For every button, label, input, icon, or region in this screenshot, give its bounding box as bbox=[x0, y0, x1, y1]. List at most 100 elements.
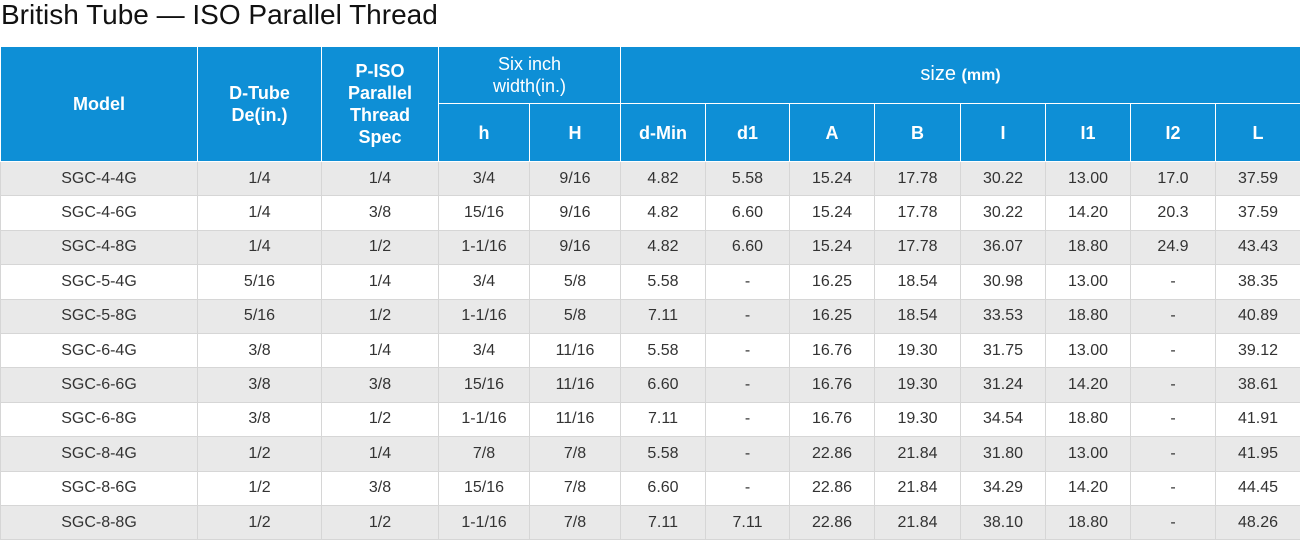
table-cell: 15/16 bbox=[438, 195, 530, 231]
table-cell: 14.20 bbox=[1045, 470, 1131, 506]
table-cell: 30.22 bbox=[960, 160, 1046, 197]
table-cell: 48.26 bbox=[1215, 504, 1300, 540]
table-cell: 17.78 bbox=[874, 195, 961, 231]
table-cell: 5.58 bbox=[620, 264, 706, 300]
table-cell: - bbox=[705, 470, 790, 506]
table-cell: 4.82 bbox=[620, 229, 706, 266]
table-cell: 18.80 bbox=[1045, 401, 1131, 438]
table-cell: 13.00 bbox=[1045, 160, 1131, 197]
table-cell: 7/8 bbox=[529, 470, 621, 506]
table-cell: 11/16 bbox=[529, 401, 621, 438]
table-row: SGC-5-8G 5/16 1/2 1-1/16 5/8 7.11-16.25 18.54 3… bbox=[0, 298, 1300, 334]
table-cell: 16.25 bbox=[789, 298, 875, 334]
table-cell: 14.20 bbox=[1045, 367, 1131, 403]
table-body: SGC-4-4G 1/4 1/4 3/4 9/16 4.82 5.58 15.24 17.78 3… bbox=[0, 160, 1300, 540]
table-cell: 22.86 bbox=[789, 470, 875, 506]
header-cell: Model bbox=[0, 46, 198, 162]
table-cell: 38.61 bbox=[1215, 367, 1300, 403]
table-cell: 20.3 bbox=[1130, 195, 1216, 231]
table-cell: 5/16 bbox=[197, 264, 322, 300]
table-cell: 3/8 bbox=[197, 332, 322, 369]
table-cell: SGC-8-6G bbox=[0, 470, 198, 506]
header-cell: A bbox=[789, 103, 875, 162]
table-cell: 7.11 bbox=[620, 401, 706, 438]
table-cell: 17.0 bbox=[1130, 160, 1216, 197]
table-cell: 9/16 bbox=[529, 160, 621, 197]
table-cell: 1/2 bbox=[197, 436, 322, 472]
header-unit: (mm) bbox=[961, 67, 1001, 84]
table-cell: 30.98 bbox=[960, 264, 1046, 300]
table-cell: 19.30 bbox=[874, 332, 961, 369]
table-row: SGC-6-8G 3/8 1/2 1-1/16 11/16 7.11-16.76 19.30… bbox=[0, 401, 1300, 438]
table-cell: 1/2 bbox=[321, 229, 439, 266]
table-cell: 22.86 bbox=[789, 504, 875, 540]
table-cell: - bbox=[1130, 470, 1216, 506]
table-cell: 15.24 bbox=[789, 160, 875, 197]
table-cell: 21.84 bbox=[874, 470, 961, 506]
table-header: Model D-Tube De(in.) P-ISO Parallel Thre… bbox=[0, 46, 1300, 162]
table-cell: 1/4 bbox=[197, 160, 322, 197]
table-cell: 1-1/16 bbox=[438, 229, 530, 266]
table-row: SGC-4-4G 1/4 1/4 3/4 9/16 4.82 5.58 15.24 17.78 3… bbox=[0, 160, 1300, 197]
header-cell: d1 bbox=[705, 103, 790, 162]
table-cell: 9/16 bbox=[529, 195, 621, 231]
table-row: SGC-4-8G 1/4 1/2 1-1/16 9/16 4.82 6.60 15.24 17.… bbox=[0, 229, 1300, 266]
table-cell: SGC-6-8G bbox=[0, 401, 198, 438]
table-cell: 9/16 bbox=[529, 229, 621, 266]
table-cell: 1-1/16 bbox=[438, 401, 530, 438]
table-cell: 5/8 bbox=[529, 298, 621, 334]
table-cell: SGC-6-6G bbox=[0, 367, 198, 403]
table-cell: 6.60 bbox=[620, 367, 706, 403]
table-cell: 38.35 bbox=[1215, 264, 1300, 300]
table-cell: 7.11 bbox=[620, 298, 706, 334]
table-cell: 38.10 bbox=[960, 504, 1046, 540]
table-cell: 5/16 bbox=[197, 298, 322, 334]
table-cell: 3/4 bbox=[438, 160, 530, 197]
table-row: SGC-8-8G 1/2 1/2 1-1/16 7/8 7.11 7.11 22.86 21.8… bbox=[0, 504, 1300, 540]
header-cell: L bbox=[1215, 103, 1300, 162]
table-cell: 22.86 bbox=[789, 436, 875, 472]
table-cell: 15.24 bbox=[789, 229, 875, 266]
table-cell: - bbox=[705, 367, 790, 403]
table-cell: SGC-8-4G bbox=[0, 436, 198, 472]
header-cell: P-ISO Parallel Thread Spec bbox=[321, 46, 439, 162]
table-cell: 41.91 bbox=[1215, 401, 1300, 438]
table-cell: 5.58 bbox=[705, 160, 790, 197]
table-cell: 3/4 bbox=[438, 264, 530, 300]
table-row: SGC-5-4G 5/16 1/4 3/4 5/8 5.58-16.25 18.54 30.9… bbox=[0, 264, 1300, 300]
table-cell: 1-1/16 bbox=[438, 504, 530, 540]
table-cell: 7.11 bbox=[620, 504, 706, 540]
table-cell: 16.76 bbox=[789, 332, 875, 369]
table-cell: 11/16 bbox=[529, 332, 621, 369]
table-cell: 14.20 bbox=[1045, 195, 1131, 231]
table-cell: 41.95 bbox=[1215, 436, 1300, 472]
table-cell: 31.80 bbox=[960, 436, 1046, 472]
table-cell: 5.58 bbox=[620, 436, 706, 472]
table-cell: 39.12 bbox=[1215, 332, 1300, 369]
table-cell: 40.89 bbox=[1215, 298, 1300, 334]
table-cell: 3/8 bbox=[321, 367, 439, 403]
table-cell: 21.84 bbox=[874, 436, 961, 472]
spec-table: Model D-Tube De(in.) P-ISO Parallel Thre… bbox=[0, 46, 1300, 540]
header-cell: B bbox=[874, 103, 961, 162]
table-cell: 31.24 bbox=[960, 367, 1046, 403]
table-cell: 5/8 bbox=[529, 264, 621, 300]
table-cell: 30.22 bbox=[960, 195, 1046, 231]
table-cell: SGC-4-6G bbox=[0, 195, 198, 231]
header-cell: D-Tube De(in.) bbox=[197, 46, 322, 162]
table-cell: 16.76 bbox=[789, 401, 875, 438]
table-cell: - bbox=[1130, 504, 1216, 540]
table-row: SGC-6-6G 3/8 3/8 15/16 11/16 6.60-16.76 19.30 3… bbox=[0, 367, 1300, 403]
table-cell: 18.80 bbox=[1045, 229, 1131, 266]
table-cell: - bbox=[705, 436, 790, 472]
table-cell: 7.11 bbox=[705, 504, 790, 540]
header-cell: d-Min bbox=[620, 103, 706, 162]
table-cell: 37.59 bbox=[1215, 195, 1300, 231]
header-cell: I bbox=[960, 103, 1046, 162]
table-cell: SGC-4-8G bbox=[0, 229, 198, 266]
table-cell: 21.84 bbox=[874, 504, 961, 540]
table-cell: 1/4 bbox=[321, 160, 439, 197]
table-cell: 3/8 bbox=[197, 401, 322, 438]
table-cell: 16.76 bbox=[789, 367, 875, 403]
table-cell: 16.25 bbox=[789, 264, 875, 300]
